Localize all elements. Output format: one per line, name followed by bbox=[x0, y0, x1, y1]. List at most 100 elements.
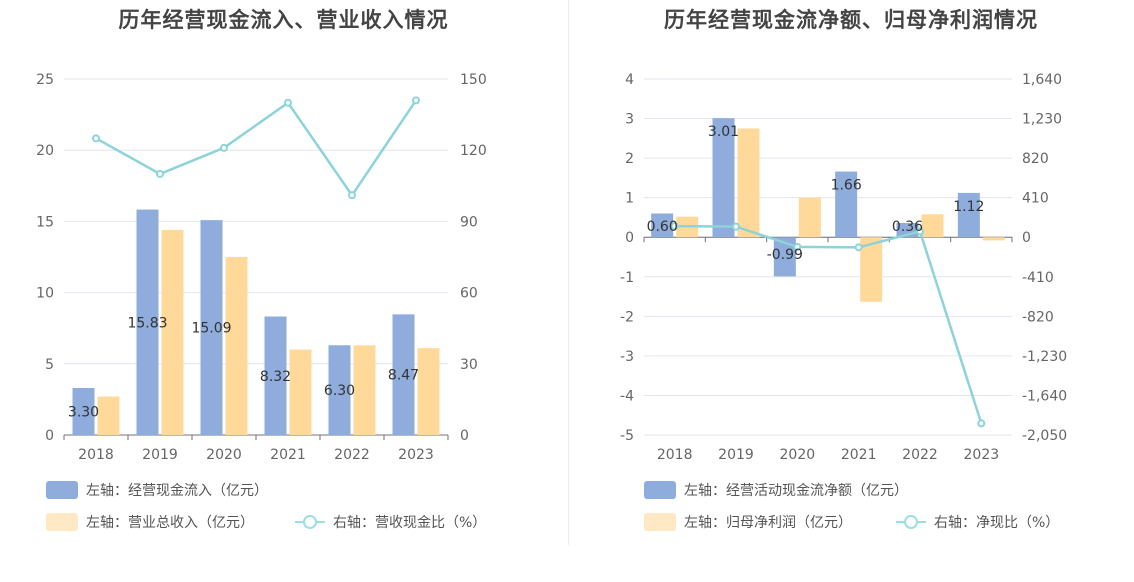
line-point bbox=[284, 98, 292, 107]
x-tick-label: 2021 bbox=[841, 447, 877, 463]
y-left-tick-label: 15 bbox=[36, 214, 54, 230]
line-point bbox=[220, 143, 228, 152]
line-series bbox=[95, 99, 418, 198]
data-label: -0.99 bbox=[767, 247, 803, 263]
legend-item-line[interactable]: 右轴：净现比（%） bbox=[896, 512, 1059, 532]
data-label: 3.01 bbox=[708, 124, 739, 140]
x-tick-label: 2020 bbox=[780, 447, 816, 463]
y-left-tick-label: 5 bbox=[45, 357, 54, 373]
y-right-tick-label: 60 bbox=[460, 286, 478, 302]
line-point bbox=[670, 222, 679, 231]
legend-swatch bbox=[644, 481, 676, 499]
data-label: 0.60 bbox=[647, 219, 678, 235]
legend-item-line[interactable]: 右轴：营收现金比（%） bbox=[295, 512, 486, 532]
y-right-tick-label: 410 bbox=[1022, 191, 1049, 207]
legend-label: 左轴：归母净利润（亿元） bbox=[684, 515, 852, 531]
line-point bbox=[92, 134, 100, 143]
y-left-tick-label: 20 bbox=[36, 143, 54, 159]
y-right-tick-label: 0 bbox=[1022, 230, 1031, 246]
y-right-tick-label: -410 bbox=[1022, 270, 1054, 286]
line-point bbox=[156, 169, 164, 178]
line-point bbox=[916, 227, 924, 236]
chart-plot-area: -5 -2,050 -4 -1,640 -3 -1,230 -2 -820 -1 -410 0 0 1 4… bbox=[620, 72, 1067, 463]
data-label: 15.09 bbox=[191, 321, 231, 337]
line-point bbox=[348, 191, 356, 200]
data-label: 3.30 bbox=[68, 405, 99, 421]
legend-label: 左轴：经营活动现金流净额（亿元） bbox=[684, 483, 908, 499]
data-label: 15.83 bbox=[127, 315, 167, 331]
x-tick-label: 2022 bbox=[334, 447, 370, 463]
x-tick-label: 2021 bbox=[270, 447, 306, 463]
legend-item-bar-1[interactable]: 左轴：经营现金流入（亿元） bbox=[46, 480, 268, 500]
data-label: 6.30 bbox=[324, 383, 355, 399]
y-right-tick-label: 120 bbox=[460, 143, 487, 159]
bar-1 bbox=[835, 171, 858, 238]
y-left-tick-label: -2 bbox=[620, 309, 634, 325]
line-point bbox=[977, 419, 986, 428]
y-left-tick-label: -4 bbox=[620, 388, 634, 404]
chart-title: 历年经营现金流净额、归母净利润情况 bbox=[664, 8, 1038, 32]
x-tick-label: 2019 bbox=[142, 447, 178, 463]
bar-1 bbox=[72, 388, 95, 435]
legend-item-bar-2[interactable]: 左轴：营业总收入（亿元） bbox=[46, 512, 254, 532]
chart-title: 历年经营现金流入、营业收入情况 bbox=[118, 8, 449, 32]
bar-1 bbox=[200, 220, 223, 435]
data-label: 1.12 bbox=[953, 199, 984, 215]
bar-1 bbox=[392, 314, 415, 435]
bar-1 bbox=[328, 345, 351, 435]
legend-label: 左轴：经营现金流入（亿元） bbox=[86, 483, 268, 499]
x-tick-label: 2019 bbox=[718, 447, 754, 463]
y-left-tick-label: 4 bbox=[625, 72, 634, 88]
x-tick-label: 2023 bbox=[398, 447, 434, 463]
line-point bbox=[793, 242, 802, 251]
bar-1 bbox=[712, 118, 735, 238]
chart-panel-cash-inflow: 历年经营现金流入、营业收入情况 0 0 5 30 10 60 15 90 20 120 25 150 2… bbox=[36, 8, 487, 532]
data-label: 8.47 bbox=[388, 368, 419, 384]
y-right-tick-label: 1,640 bbox=[1022, 72, 1062, 88]
y-right-tick-label: -2,050 bbox=[1022, 428, 1067, 444]
legend-label: 右轴：净现比（%） bbox=[934, 515, 1060, 531]
bar-2 bbox=[225, 257, 248, 435]
bar-2 bbox=[921, 214, 944, 238]
panel-divider bbox=[568, 0, 569, 545]
bar-2 bbox=[982, 237, 1005, 241]
data-label: 0.36 bbox=[892, 219, 923, 235]
y-right-tick-label: 90 bbox=[460, 214, 478, 230]
bar-2 bbox=[417, 348, 440, 435]
bar-2 bbox=[860, 237, 883, 302]
bar-2 bbox=[161, 229, 184, 435]
y-left-tick-label: 0 bbox=[625, 230, 634, 246]
y-left-tick-label: 2 bbox=[625, 151, 634, 167]
legend-item-bar-1[interactable]: 左轴：经营活动现金流净额（亿元） bbox=[644, 480, 908, 500]
legend-label: 左轴：营业总收入（亿元） bbox=[86, 515, 254, 531]
bar-2 bbox=[737, 128, 760, 238]
bar-1 bbox=[957, 192, 980, 238]
y-right-tick-label: 0 bbox=[460, 428, 469, 444]
chart-panel-net-cash: 历年经营现金流净额、归母净利润情况 -5 -2,050 -4 -1,640 -3 -1,2… bbox=[568, 0, 1134, 582]
legend-swatch bbox=[644, 513, 676, 531]
x-tick-label: 2023 bbox=[964, 447, 1000, 463]
x-tick-label: 2018 bbox=[657, 447, 693, 463]
y-right-tick-label: -1,230 bbox=[1022, 349, 1067, 365]
line-point bbox=[854, 243, 863, 252]
y-left-tick-label: -5 bbox=[620, 428, 634, 444]
data-label: 8.32 bbox=[260, 369, 291, 385]
legend-swatch bbox=[46, 513, 78, 531]
bar-1 bbox=[773, 237, 796, 277]
line-point bbox=[412, 96, 420, 105]
y-left-tick-label: 1 bbox=[625, 191, 634, 207]
y-left-tick-label: 10 bbox=[36, 286, 54, 302]
bar-1 bbox=[136, 209, 159, 435]
data-label: 1.66 bbox=[831, 178, 862, 194]
bar-2 bbox=[353, 345, 376, 435]
legend-line-icon bbox=[295, 513, 325, 531]
y-left-tick-label: 0 bbox=[45, 428, 54, 444]
x-tick-label: 2022 bbox=[902, 447, 938, 463]
legend-item-bar-2[interactable]: 左轴：归母净利润（亿元） bbox=[644, 512, 852, 532]
y-right-tick-label: 30 bbox=[460, 357, 478, 373]
y-left-tick-label: -3 bbox=[620, 349, 634, 365]
y-right-tick-label: 1,230 bbox=[1022, 112, 1062, 128]
legend-swatch bbox=[46, 481, 78, 499]
y-right-tick-label: 150 bbox=[460, 72, 487, 88]
y-left-tick-label: 3 bbox=[625, 112, 634, 128]
